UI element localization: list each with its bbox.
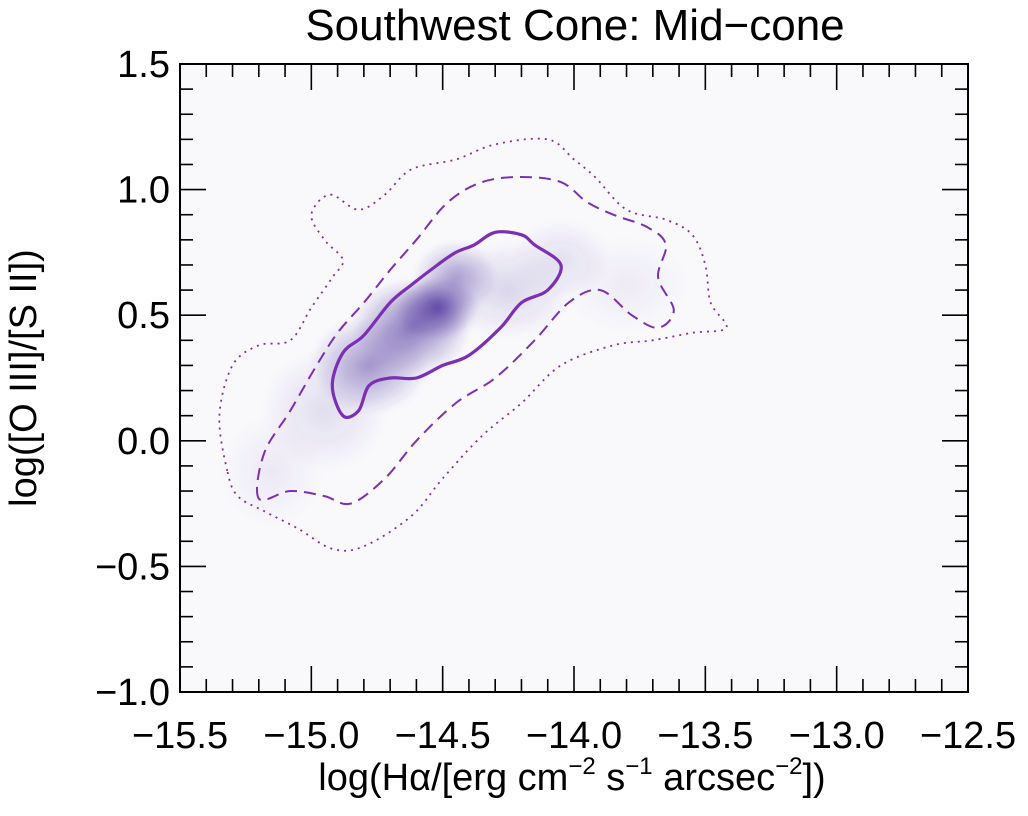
density-map <box>221 219 690 528</box>
x-label-part: /[erg cm <box>431 757 568 799</box>
x-label-part: arcsec <box>653 757 775 799</box>
density-blob <box>563 236 690 334</box>
y-tick-label: 1.5 <box>117 44 170 86</box>
chart-title: Southwest Cone: Mid−cone <box>305 1 844 50</box>
y-axis-label: log([O III]/[S II]) <box>3 249 45 507</box>
x-axis-label: log(Hα/[erg cm−2 s−1 arcsec−2]) <box>318 753 825 799</box>
contour-dotted <box>218 137 728 552</box>
x-label-part: ]) <box>802 757 825 799</box>
x-label-part: s <box>596 757 626 799</box>
tick-labels: −15.5 −15.0 −14.5 −14.0 −13.5 −13.0 −12.5 −1.0 −… <box>95 44 1016 757</box>
x-tick-label: −14.0 <box>526 715 622 757</box>
y-tick-label: −1.0 <box>95 672 170 714</box>
x-label-superscript: −1 <box>625 753 652 780</box>
x-label-alpha: α <box>409 757 431 799</box>
density-blob <box>221 414 323 528</box>
x-tick-label: −15.5 <box>132 715 228 757</box>
x-label-superscript: −2 <box>775 753 802 780</box>
contour-dashed <box>256 176 675 506</box>
plot-frame <box>179 63 969 693</box>
x-tick-label: −15.0 <box>263 715 359 757</box>
contours <box>218 137 728 552</box>
x-tick-label: −13.5 <box>657 715 753 757</box>
y-tick-label: 0.0 <box>117 421 170 463</box>
contour-solid <box>330 230 563 419</box>
x-tick-label: −13.0 <box>789 715 885 757</box>
y-tick-label: −0.5 <box>95 546 170 588</box>
x-label-part: log(H <box>318 757 409 799</box>
x-label-superscript: −2 <box>568 753 595 780</box>
y-tick-label: 1.0 <box>117 170 170 212</box>
x-tick-label: −12.5 <box>920 715 1016 757</box>
y-tick-label: 0.5 <box>117 295 170 337</box>
x-tick-label: −14.5 <box>395 715 491 757</box>
